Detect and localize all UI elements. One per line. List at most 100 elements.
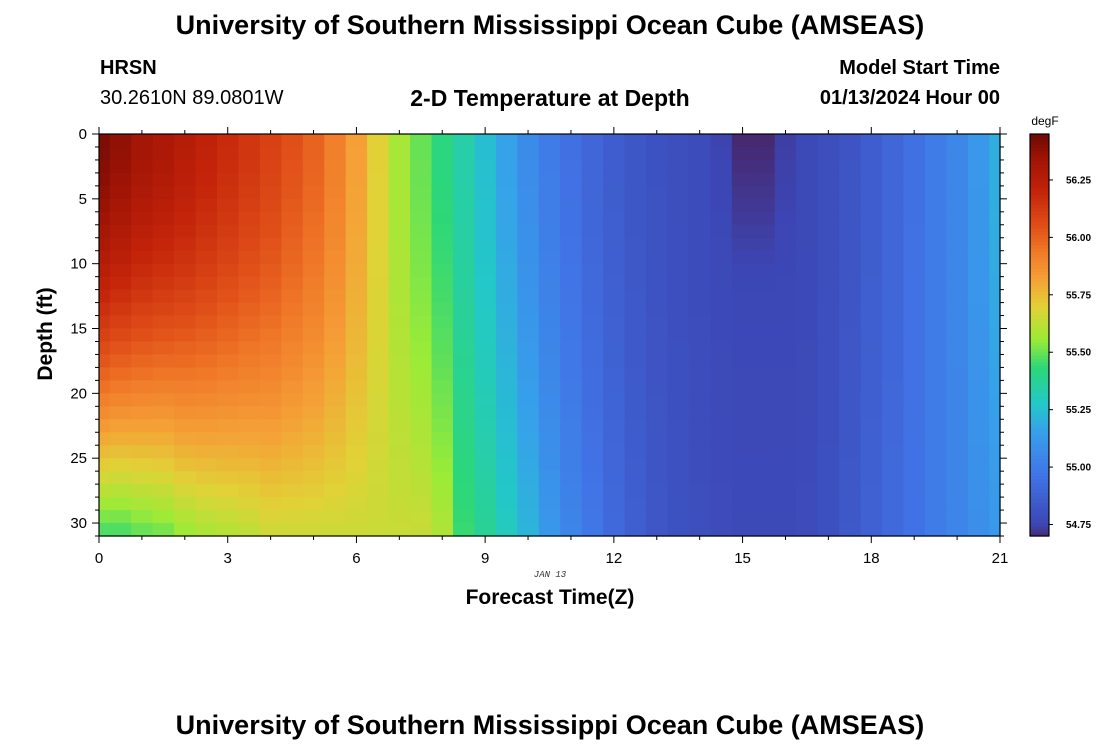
heatmap-cell xyxy=(109,159,132,174)
heatmap-cell xyxy=(903,237,926,252)
heatmap-cell xyxy=(281,354,304,369)
heatmap-cell xyxy=(517,276,540,291)
heatmap-cell xyxy=(731,289,754,304)
heatmap-cell xyxy=(431,419,454,433)
heatmap-cell xyxy=(731,276,754,291)
heatmap-cell xyxy=(238,458,261,472)
heatmap-cell xyxy=(731,510,754,524)
heatmap-cell xyxy=(839,159,862,174)
heatmap-cell xyxy=(603,263,626,278)
heatmap-cell xyxy=(152,484,175,498)
heatmap-cell xyxy=(452,458,476,472)
heatmap-cell xyxy=(302,458,325,472)
heatmap-cell xyxy=(560,523,583,537)
heatmap-cell xyxy=(646,458,669,472)
heatmap-cell xyxy=(731,198,754,213)
heatmap-cell xyxy=(688,393,711,407)
colorbar-segment xyxy=(1030,167,1049,172)
heatmap-cell xyxy=(431,289,454,304)
colorbar-segment xyxy=(1030,525,1049,530)
heatmap-cell xyxy=(302,419,325,433)
heatmap-cell xyxy=(924,432,947,446)
colorbar-segment xyxy=(1030,338,1049,343)
heatmap-cell xyxy=(624,185,647,200)
heatmap-cell xyxy=(967,406,990,420)
heatmap-cell xyxy=(967,419,990,433)
heatmap-cell xyxy=(195,393,218,407)
heatmap-cell xyxy=(667,432,690,446)
heatmap-cell xyxy=(839,302,862,317)
heatmap-cell xyxy=(324,159,347,174)
heatmap-cell xyxy=(174,302,197,317)
heatmap-cell xyxy=(839,406,862,420)
colorbar-segment xyxy=(1030,278,1049,282)
heatmap-cell xyxy=(281,484,304,498)
heatmap-cell xyxy=(216,380,240,394)
heatmap-cell xyxy=(131,406,154,420)
heatmap-cell xyxy=(903,471,926,485)
heatmap-cell xyxy=(195,224,218,239)
heatmap-cell xyxy=(410,134,433,148)
heatmap-cell xyxy=(989,315,1001,330)
heatmap-cell xyxy=(131,250,154,265)
heatmap-cell xyxy=(946,263,969,278)
heatmap-cell xyxy=(581,289,604,304)
colorbar-segment xyxy=(1030,341,1049,346)
heatmap-cell xyxy=(345,302,368,317)
heatmap-cell xyxy=(431,458,454,472)
heatmap-cell xyxy=(324,484,347,498)
colorbar-segment xyxy=(1030,442,1049,447)
heatmap-cell xyxy=(388,211,411,226)
x-tick-label: 21 xyxy=(992,550,1009,567)
heatmap-cell xyxy=(431,315,454,330)
heatmap-cell xyxy=(152,224,175,239)
heatmap-cell xyxy=(731,211,754,226)
heatmap-cell xyxy=(817,302,840,317)
colorbar-segment xyxy=(1030,495,1049,500)
heatmap-cell xyxy=(238,406,261,420)
colorbar-segment xyxy=(1030,237,1049,242)
heatmap-cell xyxy=(860,328,883,343)
heatmap-cell xyxy=(882,458,905,472)
heatmap-cell xyxy=(131,380,154,394)
heatmap-cell xyxy=(324,211,347,226)
heatmap-cell xyxy=(903,406,926,420)
heatmap-cell xyxy=(796,341,819,356)
heatmap-cell xyxy=(345,134,368,148)
heatmap-cell xyxy=(302,289,325,304)
heatmap-cell xyxy=(796,159,819,174)
heatmap-cell xyxy=(710,380,733,394)
colorbar-segment xyxy=(1030,294,1049,299)
heatmap-cell xyxy=(388,315,411,330)
heatmap-cell xyxy=(710,523,733,537)
heatmap-cell xyxy=(560,419,583,433)
heatmap-cell xyxy=(667,406,690,420)
heatmap-cell xyxy=(882,315,905,330)
heatmap-cell xyxy=(281,134,304,148)
heatmap-cell xyxy=(839,510,862,524)
heatmap-cell xyxy=(967,393,990,407)
colorbar-segment xyxy=(1030,499,1049,504)
heatmap-cell xyxy=(967,159,990,174)
heatmap-cell xyxy=(753,134,776,148)
colorbar-segment xyxy=(1030,395,1049,400)
heatmap-cell xyxy=(882,134,905,148)
heatmap-cell xyxy=(753,380,776,394)
heatmap-cell xyxy=(860,354,883,369)
heatmap-cell xyxy=(474,367,497,381)
colorbar-segment xyxy=(1030,318,1049,323)
heatmap-cell xyxy=(581,302,604,317)
colorbar-segment xyxy=(1030,515,1049,520)
heatmap-cell xyxy=(259,250,282,265)
heatmap-cell xyxy=(839,328,862,343)
heatmap-cell xyxy=(882,185,905,200)
y-tick-label: 0 xyxy=(79,126,87,143)
heatmap-cell xyxy=(131,146,154,161)
colorbar-segment xyxy=(1030,264,1049,269)
heatmap-cell xyxy=(345,471,368,485)
heatmap-cell xyxy=(495,211,518,226)
heatmap-cell xyxy=(388,224,411,239)
heatmap-cell xyxy=(495,328,518,343)
heatmap-cell xyxy=(174,198,197,213)
heatmap-cell xyxy=(624,289,647,304)
